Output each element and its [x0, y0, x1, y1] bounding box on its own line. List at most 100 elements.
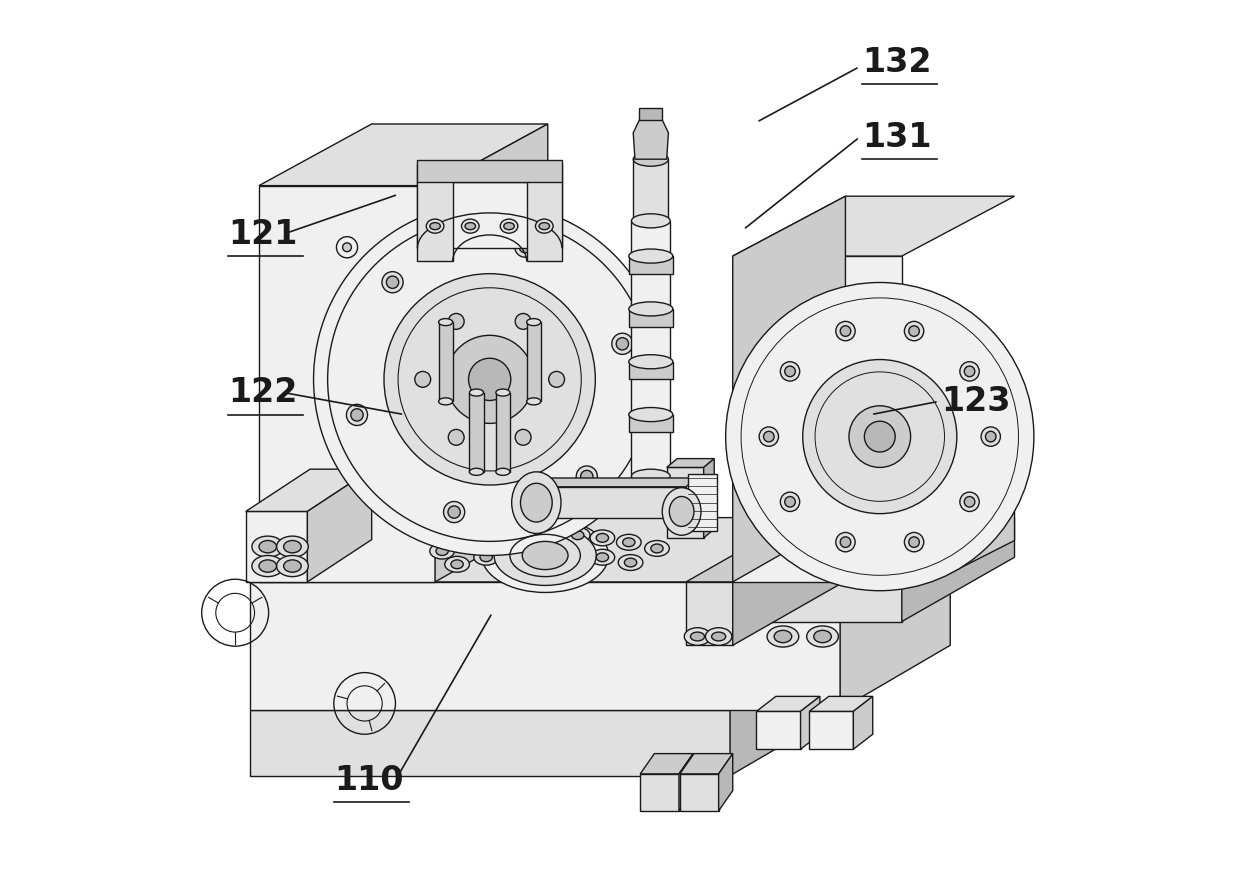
Polygon shape — [730, 646, 841, 775]
Ellipse shape — [461, 219, 479, 233]
Polygon shape — [250, 518, 950, 582]
Circle shape — [780, 492, 800, 512]
Polygon shape — [439, 322, 453, 401]
Ellipse shape — [496, 468, 510, 475]
Ellipse shape — [712, 632, 725, 641]
Ellipse shape — [813, 631, 831, 643]
Circle shape — [342, 295, 351, 304]
Ellipse shape — [415, 371, 430, 387]
Ellipse shape — [631, 213, 670, 228]
Ellipse shape — [511, 527, 536, 543]
Polygon shape — [250, 582, 841, 710]
Polygon shape — [634, 111, 668, 160]
Ellipse shape — [515, 313, 531, 329]
Polygon shape — [810, 712, 853, 749]
Ellipse shape — [807, 626, 838, 647]
Polygon shape — [254, 531, 748, 591]
Circle shape — [836, 533, 856, 552]
Circle shape — [515, 236, 536, 258]
Circle shape — [960, 492, 980, 512]
Circle shape — [382, 272, 403, 293]
Circle shape — [986, 431, 996, 442]
Ellipse shape — [277, 556, 309, 577]
Polygon shape — [308, 469, 372, 582]
Ellipse shape — [590, 530, 615, 546]
Polygon shape — [733, 196, 846, 582]
Polygon shape — [254, 706, 722, 771]
Polygon shape — [629, 256, 673, 273]
Circle shape — [448, 506, 460, 519]
Polygon shape — [680, 774, 719, 811]
Circle shape — [904, 533, 924, 552]
Circle shape — [780, 362, 800, 381]
Ellipse shape — [670, 497, 694, 527]
Circle shape — [577, 466, 598, 487]
Polygon shape — [250, 646, 841, 710]
Polygon shape — [527, 322, 541, 401]
Circle shape — [785, 497, 795, 507]
Polygon shape — [246, 469, 372, 512]
Circle shape — [965, 497, 975, 507]
Ellipse shape — [252, 556, 284, 577]
Ellipse shape — [616, 534, 641, 550]
Polygon shape — [733, 256, 901, 582]
Circle shape — [520, 241, 532, 253]
Polygon shape — [629, 362, 673, 379]
Polygon shape — [435, 124, 548, 582]
Ellipse shape — [436, 547, 449, 556]
Circle shape — [336, 236, 357, 258]
Ellipse shape — [548, 371, 564, 387]
Ellipse shape — [629, 407, 673, 422]
Ellipse shape — [590, 549, 615, 565]
Ellipse shape — [500, 219, 518, 233]
Polygon shape — [756, 712, 801, 749]
Circle shape — [387, 276, 399, 288]
Ellipse shape — [684, 628, 711, 646]
Polygon shape — [246, 512, 308, 582]
Ellipse shape — [596, 534, 609, 542]
Circle shape — [342, 243, 351, 251]
Ellipse shape — [430, 543, 454, 559]
Circle shape — [346, 404, 367, 425]
Ellipse shape — [439, 318, 453, 325]
Polygon shape — [254, 531, 941, 591]
Polygon shape — [637, 531, 831, 706]
Ellipse shape — [774, 631, 791, 643]
Polygon shape — [470, 392, 484, 472]
Text: 123: 123 — [941, 385, 1011, 418]
Circle shape — [981, 427, 1001, 446]
Ellipse shape — [474, 549, 498, 565]
Polygon shape — [667, 459, 714, 467]
Ellipse shape — [430, 222, 440, 229]
Polygon shape — [756, 697, 820, 712]
Polygon shape — [686, 582, 733, 646]
Circle shape — [807, 318, 828, 339]
Ellipse shape — [725, 282, 1034, 591]
Ellipse shape — [451, 560, 464, 569]
Ellipse shape — [449, 430, 464, 445]
Ellipse shape — [631, 469, 670, 483]
Polygon shape — [629, 309, 673, 326]
Ellipse shape — [629, 249, 673, 263]
Ellipse shape — [439, 398, 453, 405]
Polygon shape — [637, 531, 748, 706]
Ellipse shape — [384, 273, 595, 485]
Ellipse shape — [522, 542, 568, 570]
Polygon shape — [686, 518, 846, 582]
Polygon shape — [640, 753, 693, 774]
Ellipse shape — [486, 530, 511, 546]
Polygon shape — [259, 124, 548, 185]
Circle shape — [960, 362, 980, 381]
Polygon shape — [841, 518, 950, 710]
Ellipse shape — [527, 318, 541, 325]
Ellipse shape — [284, 541, 301, 553]
Polygon shape — [418, 161, 562, 182]
Text: 121: 121 — [228, 218, 298, 250]
Ellipse shape — [512, 472, 560, 534]
Polygon shape — [901, 485, 1014, 518]
Circle shape — [813, 324, 822, 333]
Ellipse shape — [596, 553, 609, 562]
Ellipse shape — [496, 389, 510, 396]
Polygon shape — [640, 108, 662, 120]
Circle shape — [785, 366, 795, 377]
